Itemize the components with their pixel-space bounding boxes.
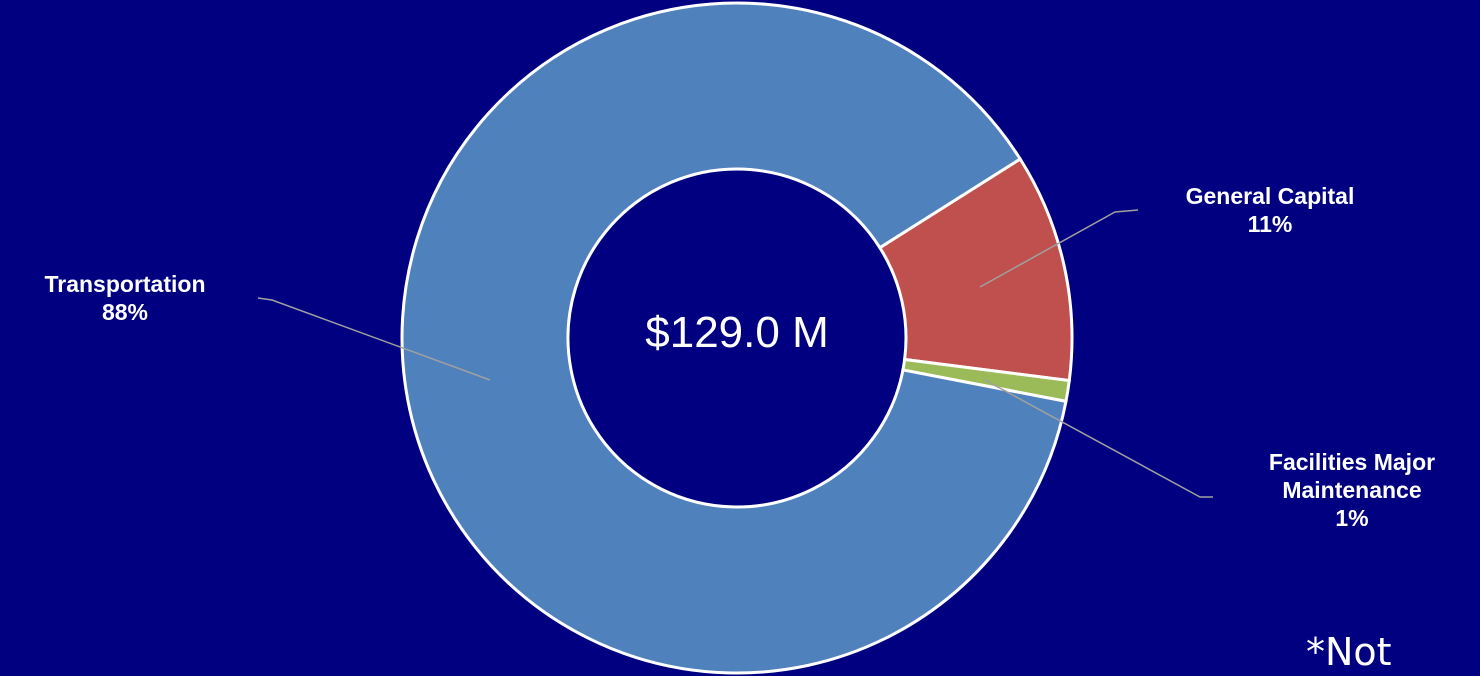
value-label: 11%: [1247, 211, 1293, 237]
leader-line: [979, 209, 1139, 288]
data-label: General Capital 11%: [1130, 182, 1410, 238]
category-label: Transportation: [44, 271, 206, 297]
data-label: Transportation 88%: [0, 270, 250, 326]
value-label: 88%: [101, 299, 149, 325]
leader-line: [984, 379, 1213, 498]
slice: [877, 156, 1074, 383]
center-text: $129.0 M: [645, 308, 829, 357]
leader-line: [257, 297, 491, 381]
slices: [400, 1, 1074, 675]
leader-lines: [257, 209, 1213, 498]
value-label: 1%: [1335, 505, 1369, 531]
category-label: Facilities Major Maintenance: [1268, 449, 1436, 503]
data-label: Facilities Major Maintenance 1%: [1224, 448, 1480, 532]
category-label: General Capital: [1185, 183, 1355, 209]
slice: [400, 1, 1068, 675]
annotation: *Not: [1306, 630, 1392, 674]
